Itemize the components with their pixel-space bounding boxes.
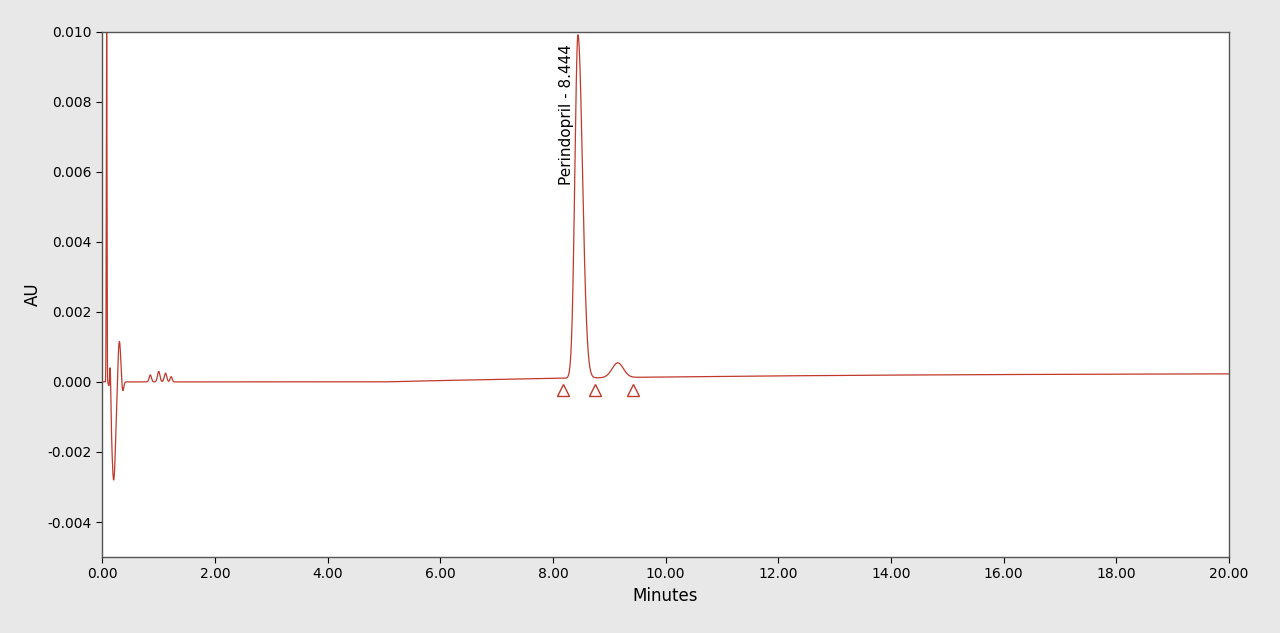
- X-axis label: Minutes: Minutes: [632, 587, 699, 605]
- Y-axis label: AU: AU: [24, 282, 42, 306]
- Text: Perindopril - 8.444: Perindopril - 8.444: [559, 44, 573, 185]
